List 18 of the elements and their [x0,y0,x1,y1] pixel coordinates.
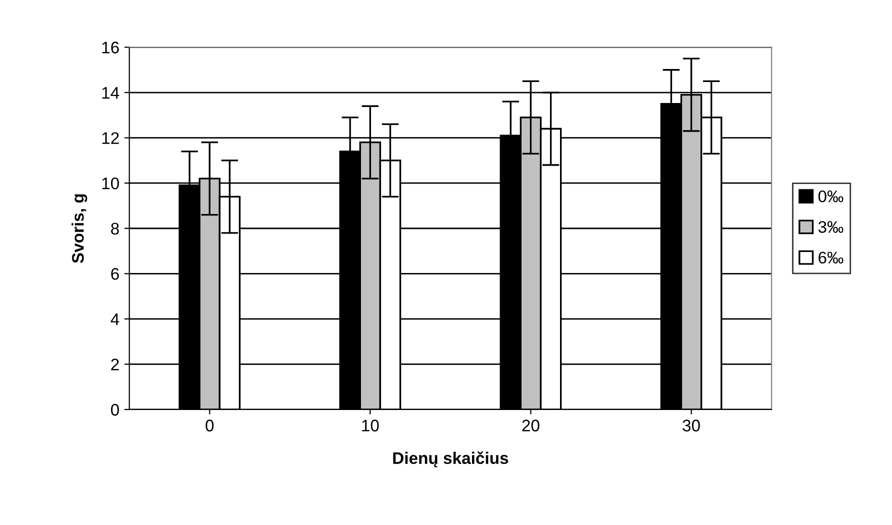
legend-label: 0‰ [818,190,844,202]
y-axis-title: Svoris, g [72,194,88,264]
x-axis-title: Dienų skaičius [393,451,508,468]
y-tick-label: 10 [102,177,119,190]
y-tick-label: 12 [102,132,119,144]
y-tick-label: 0 [111,404,119,416]
x-tick-label: 20 [522,420,540,432]
y-tick-label: 4 [110,314,120,325]
y-tick-label: 2 [111,358,119,370]
x-tick-label: 10 [362,420,379,432]
x-tick-label: 30 [682,420,700,432]
y-tick-label: 14 [102,87,120,99]
y-tick-label: 8 [111,222,119,235]
legend-label: 3‰ [818,221,844,233]
legend-label: 6‰ [818,252,844,264]
y-tick-label: 16 [102,42,119,54]
x-tick-label: 0 [206,420,214,432]
y-tick-label: 6 [111,268,119,280]
